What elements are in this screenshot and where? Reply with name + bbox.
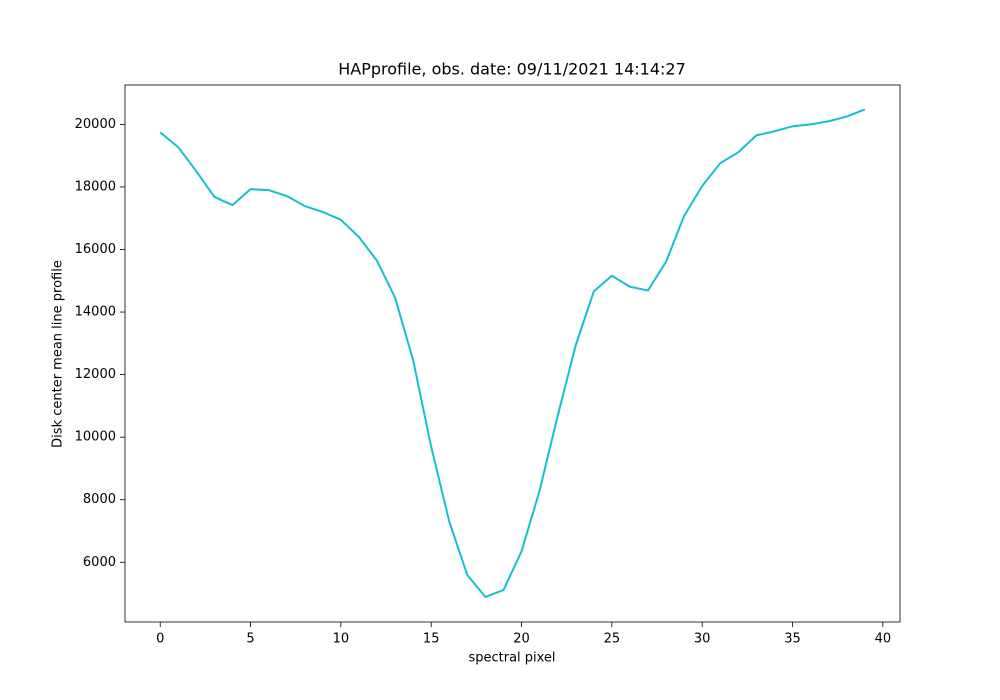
data-line: [159, 108, 866, 598]
chart-title: HAPprofile, obs. date: 09/11/2021 14:14:…: [338, 60, 686, 79]
y-tick-label: 14000: [75, 305, 116, 320]
y-tick-label: 8000: [83, 492, 116, 507]
axes-frame: [124, 84, 901, 623]
x-tick-label: 25: [604, 632, 621, 647]
y-tick-label: 18000: [75, 179, 116, 194]
x-tick-label: 15: [423, 632, 440, 647]
x-tick-label: 30: [694, 632, 711, 647]
y-tick-label: 16000: [75, 242, 116, 257]
x-tick-label: 20: [513, 632, 530, 647]
y-tick-label: 10000: [75, 430, 116, 445]
x-tick-label: 5: [246, 632, 254, 647]
x-tick-label: 0: [156, 632, 164, 647]
x-axis-label: spectral pixel: [468, 651, 555, 666]
x-tick-label: 35: [784, 632, 801, 647]
y-tick-label: 12000: [75, 367, 116, 382]
y-tick-label: 20000: [75, 117, 116, 132]
x-tick-label: 10: [333, 632, 350, 647]
x-tick-label: 40: [875, 632, 892, 647]
y-axis-label: Disk center mean line profile: [51, 260, 66, 448]
y-tick-label: 6000: [83, 555, 116, 570]
